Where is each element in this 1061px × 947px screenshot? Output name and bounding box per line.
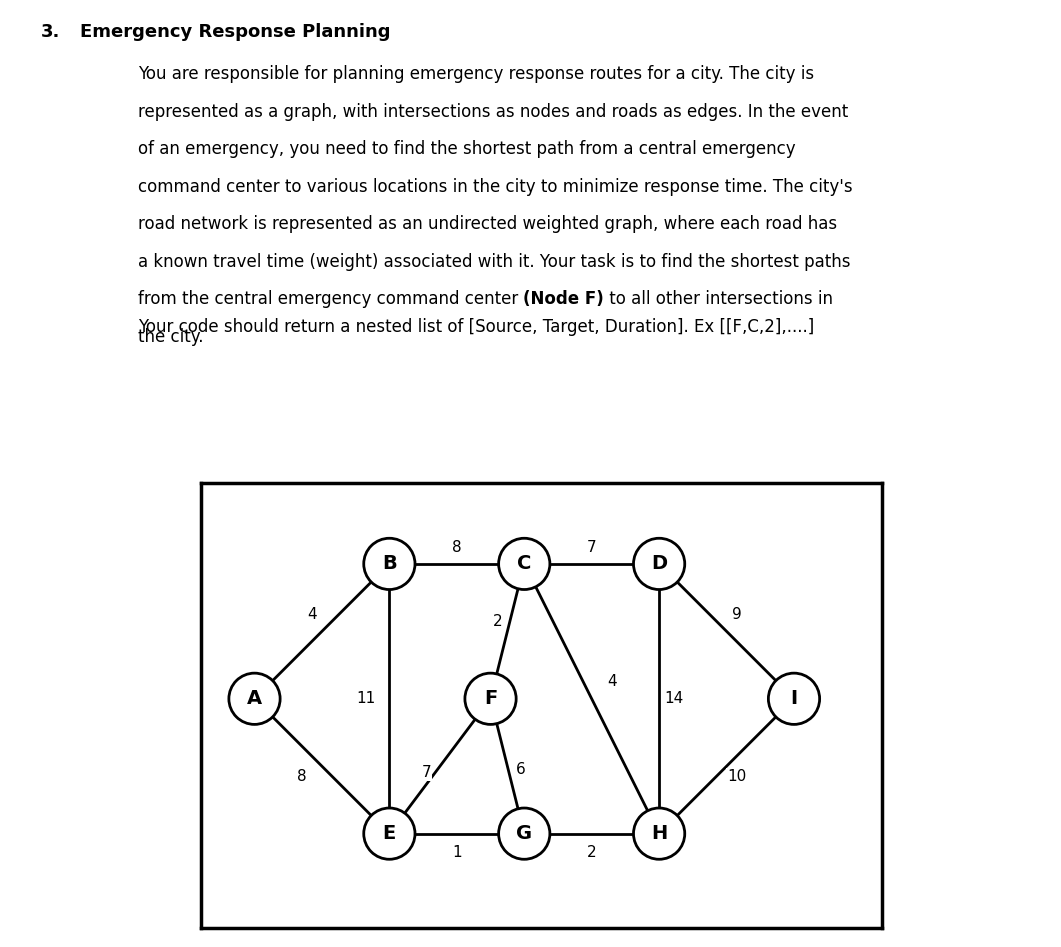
- Text: 1: 1: [452, 845, 462, 860]
- Text: You are responsible for planning emergency response routes for a city. The city : You are responsible for planning emergen…: [138, 65, 814, 83]
- Text: 8: 8: [452, 540, 462, 555]
- Text: 3.: 3.: [40, 24, 59, 42]
- Text: 4: 4: [607, 674, 616, 689]
- Text: 11: 11: [356, 691, 376, 706]
- Text: command center to various locations in the city to minimize response time. The c: command center to various locations in t…: [138, 178, 853, 196]
- Text: 7: 7: [587, 540, 596, 555]
- Text: 7: 7: [421, 765, 431, 780]
- Text: B: B: [382, 554, 397, 573]
- Circle shape: [229, 673, 280, 724]
- Text: road network is represented as an undirected weighted graph, where each road has: road network is represented as an undire…: [138, 215, 837, 233]
- Text: 2: 2: [492, 614, 502, 629]
- Circle shape: [633, 808, 684, 859]
- Text: 10: 10: [727, 769, 746, 784]
- Text: 9: 9: [732, 607, 742, 622]
- Text: D: D: [651, 554, 667, 573]
- Circle shape: [465, 673, 516, 724]
- Text: from the central emergency command center: from the central emergency command cente…: [138, 290, 523, 308]
- Text: C: C: [517, 554, 532, 573]
- Circle shape: [364, 538, 415, 590]
- Text: represented as a graph, with intersections as nodes and roads as edges. In the e: represented as a graph, with intersectio…: [138, 102, 848, 120]
- Text: Emergency Response Planning: Emergency Response Planning: [80, 24, 390, 42]
- Text: F: F: [484, 689, 498, 708]
- Text: to all other intersections in: to all other intersections in: [604, 290, 833, 308]
- Text: E: E: [383, 824, 396, 843]
- Text: 2: 2: [587, 845, 596, 860]
- Text: a known travel time (weight) associated with it. Your task is to find the shorte: a known travel time (weight) associated …: [138, 253, 851, 271]
- Circle shape: [364, 808, 415, 859]
- Text: of an emergency, you need to find the shortest path from a central emergency: of an emergency, you need to find the sh…: [138, 140, 796, 158]
- Text: Your code should return a nested list of [Source, Target, Duration]. Ex [[F,C,2]: Your code should return a nested list of…: [138, 318, 814, 336]
- Text: G: G: [517, 824, 533, 843]
- Circle shape: [768, 673, 820, 724]
- Text: 8: 8: [297, 769, 307, 784]
- Text: H: H: [651, 824, 667, 843]
- Text: 4: 4: [307, 607, 316, 622]
- Text: 6: 6: [516, 762, 526, 777]
- Text: A: A: [247, 689, 262, 708]
- Circle shape: [499, 538, 550, 590]
- Text: I: I: [790, 689, 798, 708]
- Text: the city.: the city.: [138, 328, 204, 346]
- Circle shape: [499, 808, 550, 859]
- Circle shape: [633, 538, 684, 590]
- Text: 14: 14: [664, 691, 683, 706]
- Text: (Node F): (Node F): [523, 290, 604, 308]
